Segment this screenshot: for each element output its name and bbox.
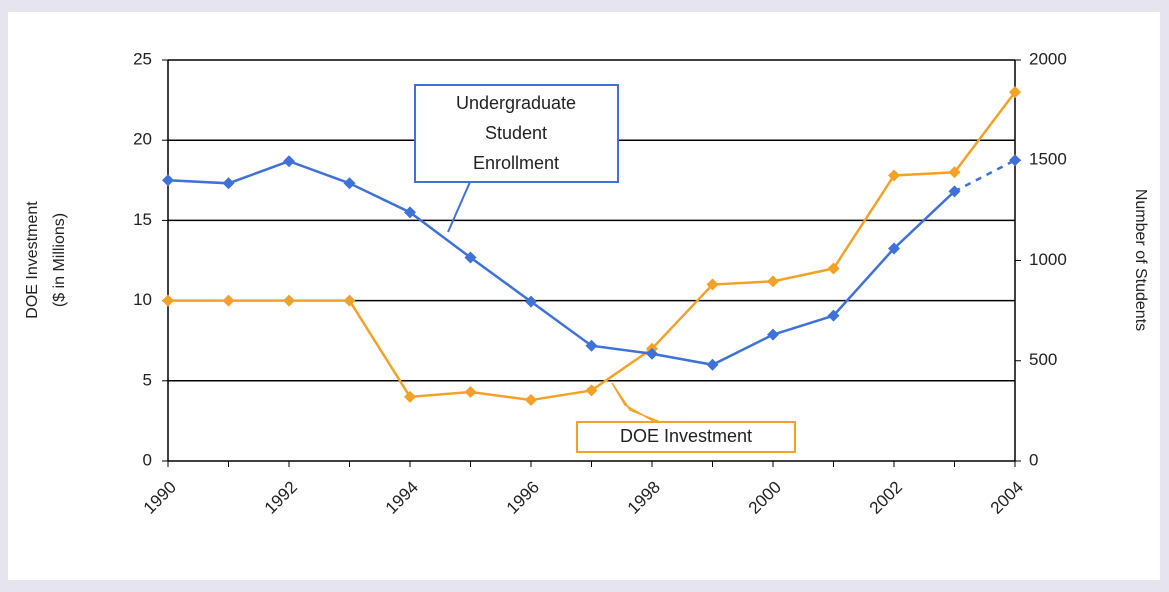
marker [767, 275, 779, 288]
marker [888, 242, 900, 255]
marker [706, 278, 719, 291]
annotation-text: Student [485, 123, 547, 143]
y-tick-label: 0 [143, 450, 152, 469]
marker [404, 390, 416, 403]
y-tick-label: 5 [143, 370, 152, 389]
y2-tick-label: 0 [1029, 450, 1038, 469]
marker [464, 386, 477, 399]
marker [948, 185, 961, 198]
marker [222, 177, 235, 190]
marker [283, 155, 295, 168]
marker [464, 251, 477, 264]
y2-tick-label: 2000 [1029, 49, 1067, 68]
marker [585, 339, 598, 352]
y2-axis-title: Number of Students [1132, 189, 1149, 331]
marker [827, 262, 840, 275]
marker [525, 394, 537, 407]
annotation-box [576, 421, 796, 453]
annotation-pointer [611, 382, 661, 423]
series-line [167, 159, 956, 367]
annotation-text: Undergraduate [456, 93, 576, 113]
marker [585, 384, 598, 397]
marker [404, 206, 416, 219]
y-tick-label: 20 [133, 130, 152, 149]
y-axis-title: ($ in Millions) [51, 213, 68, 307]
y2-tick-label: 1500 [1029, 150, 1067, 169]
marker [343, 294, 356, 307]
y-axis-title: DOE Investment [24, 201, 41, 319]
marker [1009, 86, 1021, 99]
annotation-text: DOE Investment [620, 426, 752, 446]
marker [827, 309, 840, 322]
marker [948, 166, 961, 179]
annotation-box [414, 84, 619, 183]
annotation-text: Enrollment [473, 153, 559, 173]
y-tick-label: 15 [133, 210, 152, 229]
marker [162, 294, 174, 307]
marker [1009, 154, 1021, 167]
marker [888, 169, 900, 182]
annotation-pointer [447, 181, 471, 233]
marker [767, 328, 779, 341]
marker [343, 177, 356, 190]
marker [162, 174, 174, 187]
y-tick-label: 10 [133, 290, 152, 309]
y2-tick-label: 500 [1029, 350, 1057, 369]
marker [525, 295, 537, 308]
marker [706, 358, 719, 371]
y-tick-label: 25 [133, 49, 152, 68]
marker [222, 294, 235, 307]
marker [283, 294, 295, 307]
marker [646, 347, 658, 360]
y2-tick-label: 1000 [1029, 250, 1067, 269]
